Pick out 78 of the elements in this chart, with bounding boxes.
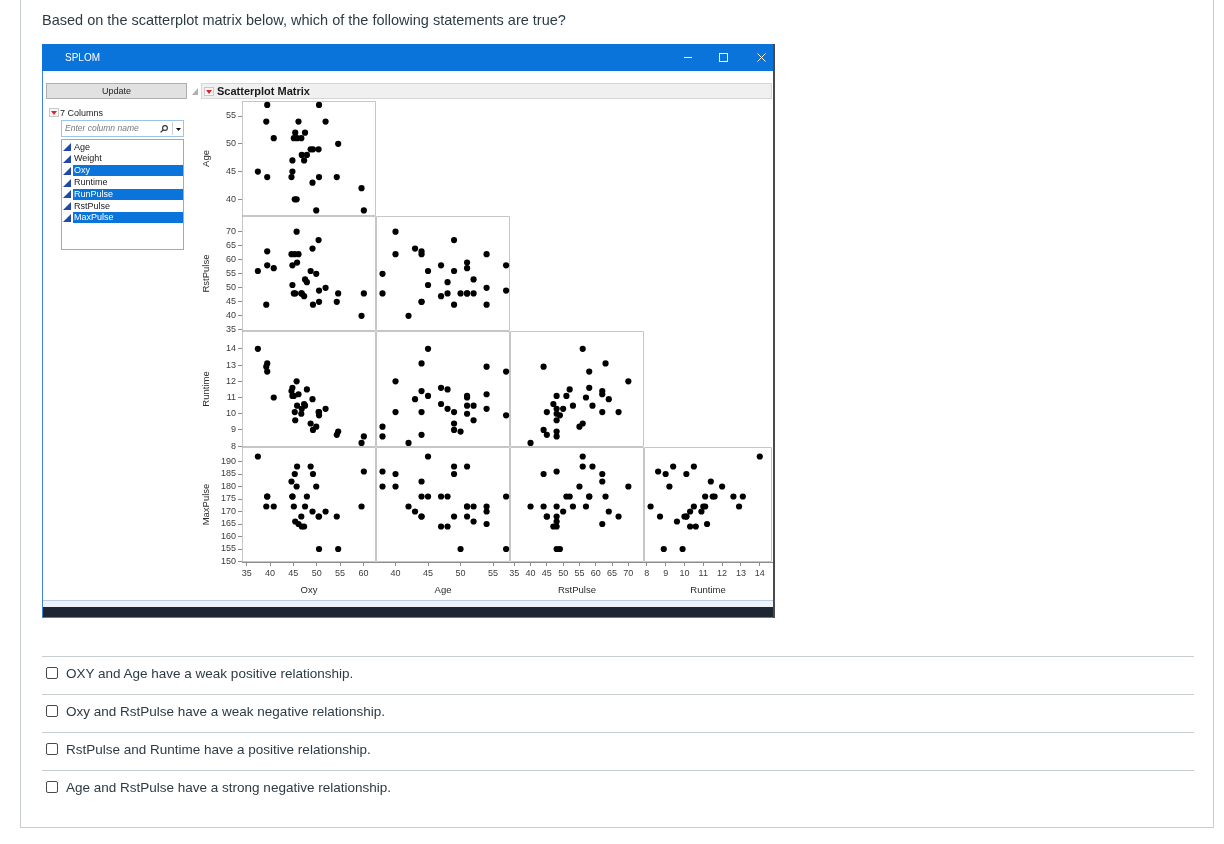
x-tick-label: 70 xyxy=(623,567,634,578)
text: Runtime xyxy=(74,177,108,188)
text: Age and RstPulse have a strong negative relationship. xyxy=(66,779,391,796)
y-tick-label: 11 xyxy=(226,392,236,402)
x-tick-label: 50 xyxy=(558,567,569,578)
x-tick-label: 35 xyxy=(509,567,520,578)
x-tick-label: 40 xyxy=(525,567,536,578)
y-tick-label: 10 xyxy=(225,408,236,419)
x-tick-label: 55 xyxy=(335,567,346,578)
y-tick-label: 50 xyxy=(225,138,236,149)
x-tick-label: 50 xyxy=(455,567,466,578)
y-axis-title: RstPulse xyxy=(200,254,212,293)
text: Oxy and RstPulse have a weak negative relationship. xyxy=(66,703,385,720)
y-tick-label: 40 xyxy=(225,310,236,321)
y-tick-label: 55 xyxy=(225,110,236,121)
y-tick-label: 175 xyxy=(220,493,236,504)
x-tick-label: 13 xyxy=(735,567,746,578)
x-tick-label: 45 xyxy=(423,567,434,578)
y-tick-label: 9 xyxy=(230,424,236,435)
text: RstPulse xyxy=(74,200,111,212)
y-tick-label: 13 xyxy=(225,359,236,370)
y-tick-label: 180 xyxy=(220,480,236,491)
x-tick-label: 11 xyxy=(698,567,708,578)
text: Age xyxy=(74,141,91,153)
x-axis-title: RstPulse xyxy=(557,583,597,595)
y-axis-title: Age xyxy=(200,150,212,167)
x-tick-label: 60 xyxy=(358,567,369,578)
x-tick-label: 8 xyxy=(644,567,650,578)
button: Update xyxy=(46,83,187,99)
x-tick-label: 10 xyxy=(679,567,690,578)
y-axis-title: MaxPulse xyxy=(200,483,212,526)
y-tick-label: 185 xyxy=(220,468,236,479)
y-tick-label: 8 xyxy=(230,440,236,451)
y-tick-label: 60 xyxy=(225,254,236,265)
y-tick-label: 45 xyxy=(225,166,236,177)
y-tick-label: 190 xyxy=(220,455,236,466)
x-tick-label: 40 xyxy=(265,567,276,578)
x-tick-label: 40 xyxy=(390,567,401,578)
x-tick-label: 14 xyxy=(754,567,765,578)
text: SPLOM xyxy=(65,51,101,64)
x-tick-label: 45 xyxy=(541,567,552,578)
text: 7 Columns xyxy=(60,107,104,119)
text: MaxPulse xyxy=(74,212,114,224)
y-tick-label: 45 xyxy=(225,296,236,307)
y-tick-label: 35 xyxy=(225,324,236,335)
y-tick-label: 160 xyxy=(220,530,236,541)
x-axis-title: Runtime xyxy=(690,583,726,595)
x-tick-label: 55 xyxy=(574,567,585,578)
text: RstPulse and Runtime have a positive relationship. xyxy=(66,741,371,758)
x-tick-label: 50 xyxy=(311,567,322,578)
y-axis-title: Runtime xyxy=(200,371,212,407)
y-tick-label: 12 xyxy=(225,375,236,386)
text: RunPulse xyxy=(74,188,114,200)
x-tick-label: 45 xyxy=(288,567,299,578)
text: Weight xyxy=(74,153,102,165)
text: Oxy xyxy=(74,165,91,177)
y-tick-label: 165 xyxy=(220,518,236,529)
search-field: Enter column name xyxy=(61,120,184,137)
y-tick-label: 50 xyxy=(225,282,236,293)
text: Scatterplot Matrix xyxy=(217,84,310,98)
y-tick-label: 155 xyxy=(220,543,236,554)
y-tick-label: 14 xyxy=(225,343,236,354)
x-tick-label: 12 xyxy=(717,567,728,578)
x-axis-title: Age xyxy=(434,583,452,595)
text: OXY and Age have a weak positive relationship. xyxy=(66,665,354,682)
x-tick-label: 55 xyxy=(488,567,499,578)
x-tick-label: 65 xyxy=(607,567,618,578)
x-tick-label: 9 xyxy=(663,567,669,578)
y-tick-label: 65 xyxy=(225,240,236,251)
x-axis-title: Oxy xyxy=(300,583,318,595)
y-tick-label: 55 xyxy=(225,268,236,279)
text: Based on the scatterplot matrix below, which of the following statements are true? xyxy=(42,12,566,28)
y-tick-label: 170 xyxy=(220,505,236,516)
x-tick-label: 35 xyxy=(241,567,252,578)
y-tick-label: 70 xyxy=(225,226,236,237)
y-tick-label: 150 xyxy=(220,555,236,566)
x-tick-label: 60 xyxy=(590,567,601,578)
y-tick-label: 40 xyxy=(225,193,236,204)
